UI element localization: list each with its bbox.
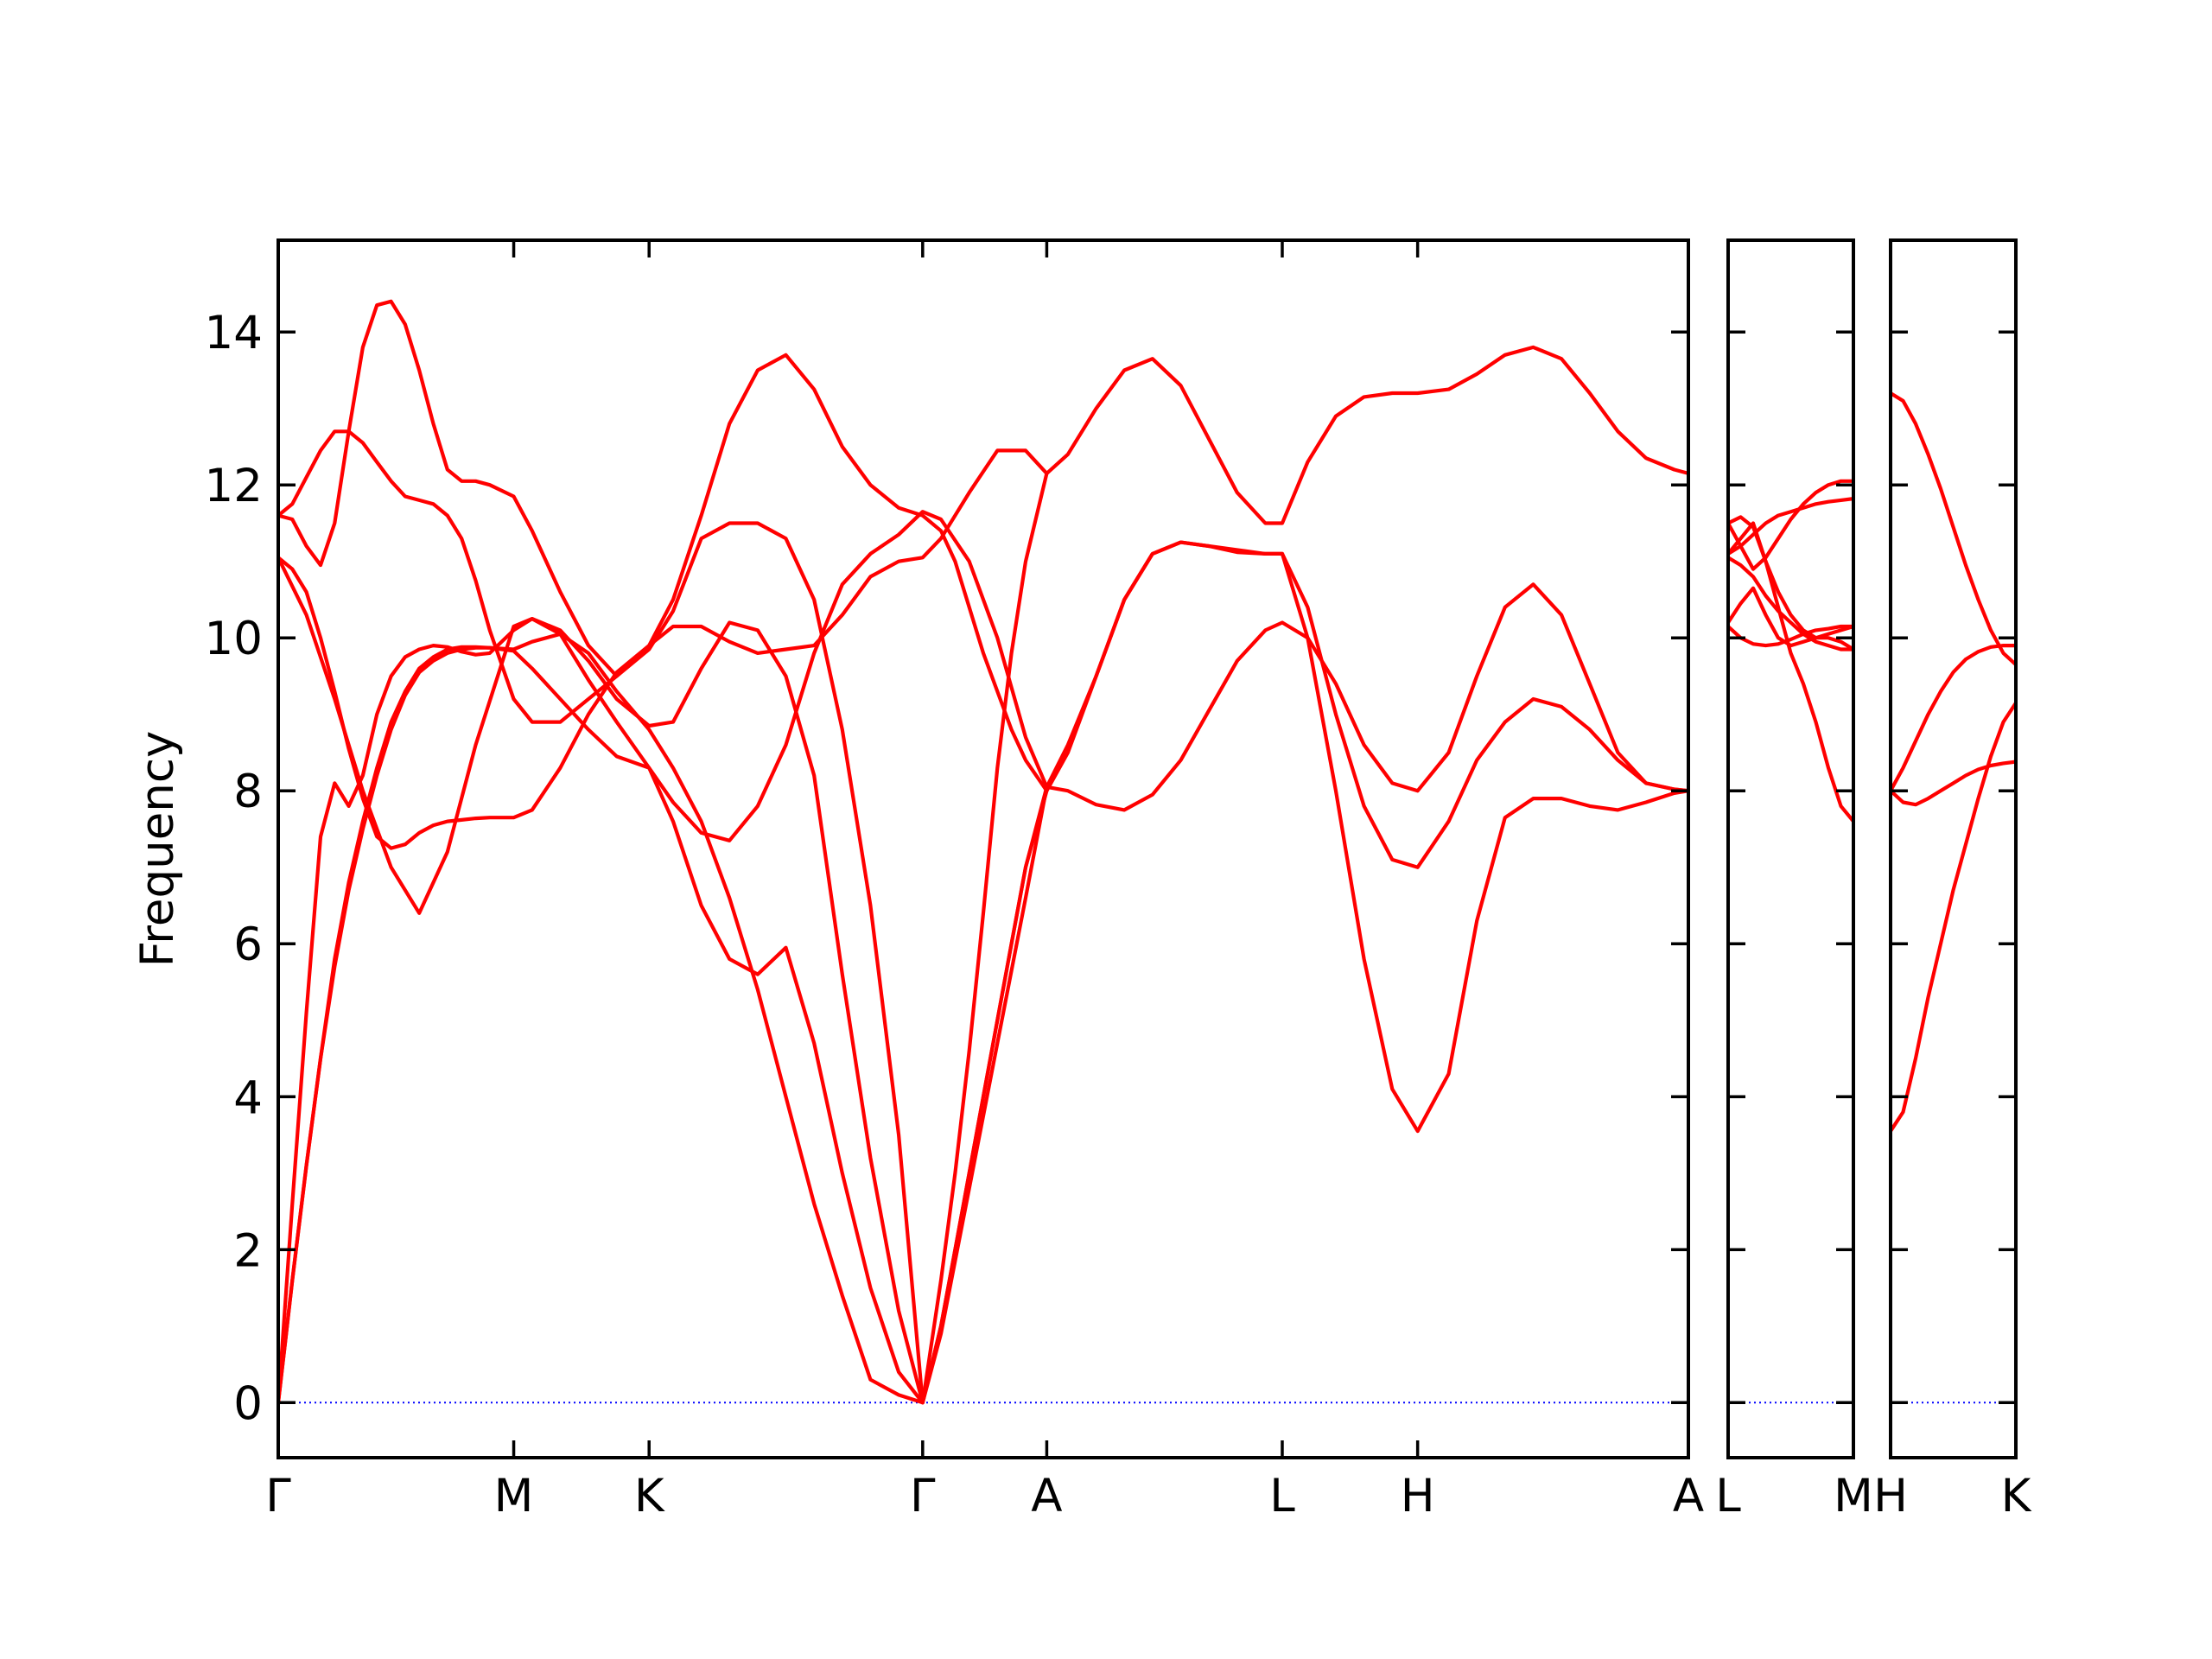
band-line-5 [278, 299, 1049, 793]
axes-frame [1889, 238, 2018, 1459]
axes-frame [276, 238, 1690, 1459]
band-line-2 [1891, 760, 2016, 807]
band-line-7 [278, 345, 1688, 1405]
x-tick-label: Γ [265, 1470, 291, 1522]
y-tick-label: 2 [233, 1224, 263, 1277]
band-line-4 [1728, 586, 1853, 652]
x-tick-label: K [2001, 1470, 2032, 1522]
y-axis-label: Frequency [131, 731, 184, 968]
x-tick-label: A [1031, 1470, 1062, 1522]
x-tick-label: M [1834, 1470, 1873, 1522]
band-line-3 [278, 510, 1049, 1405]
panel-1: 0 2 4 6 8 10 12 14 Γ M K Γ A L H A [205, 238, 1704, 1522]
band-line-1 [1891, 701, 2016, 1134]
x-tick-label: L [1269, 1470, 1295, 1522]
y-tick-label: 8 [233, 766, 263, 818]
x-tick-label: A [1673, 1470, 1704, 1522]
x-tick-label: Γ [910, 1470, 936, 1522]
band-line-5 [1728, 624, 1853, 648]
x-tick-label: H [1873, 1470, 1908, 1522]
band-line-2 [1728, 521, 1853, 640]
x-tick-label: L [1715, 1470, 1741, 1522]
band-line-4 [1891, 391, 2016, 667]
y-axis-label-group: Frequency [131, 731, 184, 968]
y-tick-label: 6 [233, 918, 263, 971]
band-line-7 [1728, 479, 1853, 571]
y-tick-label: 0 [233, 1377, 263, 1430]
band-line-4 [278, 448, 1049, 850]
band-line-1 [1728, 515, 1853, 823]
y-tick-label: 10 [205, 613, 263, 665]
axes-frame [1726, 238, 1855, 1459]
y-tick-label: 4 [233, 1071, 263, 1124]
band-line-3 [1891, 644, 2016, 793]
band-line-3 [1728, 556, 1853, 652]
y-tick-label: 12 [205, 460, 263, 512]
x-tick-label: K [634, 1470, 665, 1522]
y-tick-label: 14 [205, 307, 263, 359]
band-line-6 [278, 429, 1688, 1405]
x-tick-label: M [494, 1470, 534, 1522]
x-tick-label: H [1401, 1470, 1435, 1522]
band-line-1 [278, 582, 1688, 1405]
band-line-6 [1728, 497, 1853, 556]
